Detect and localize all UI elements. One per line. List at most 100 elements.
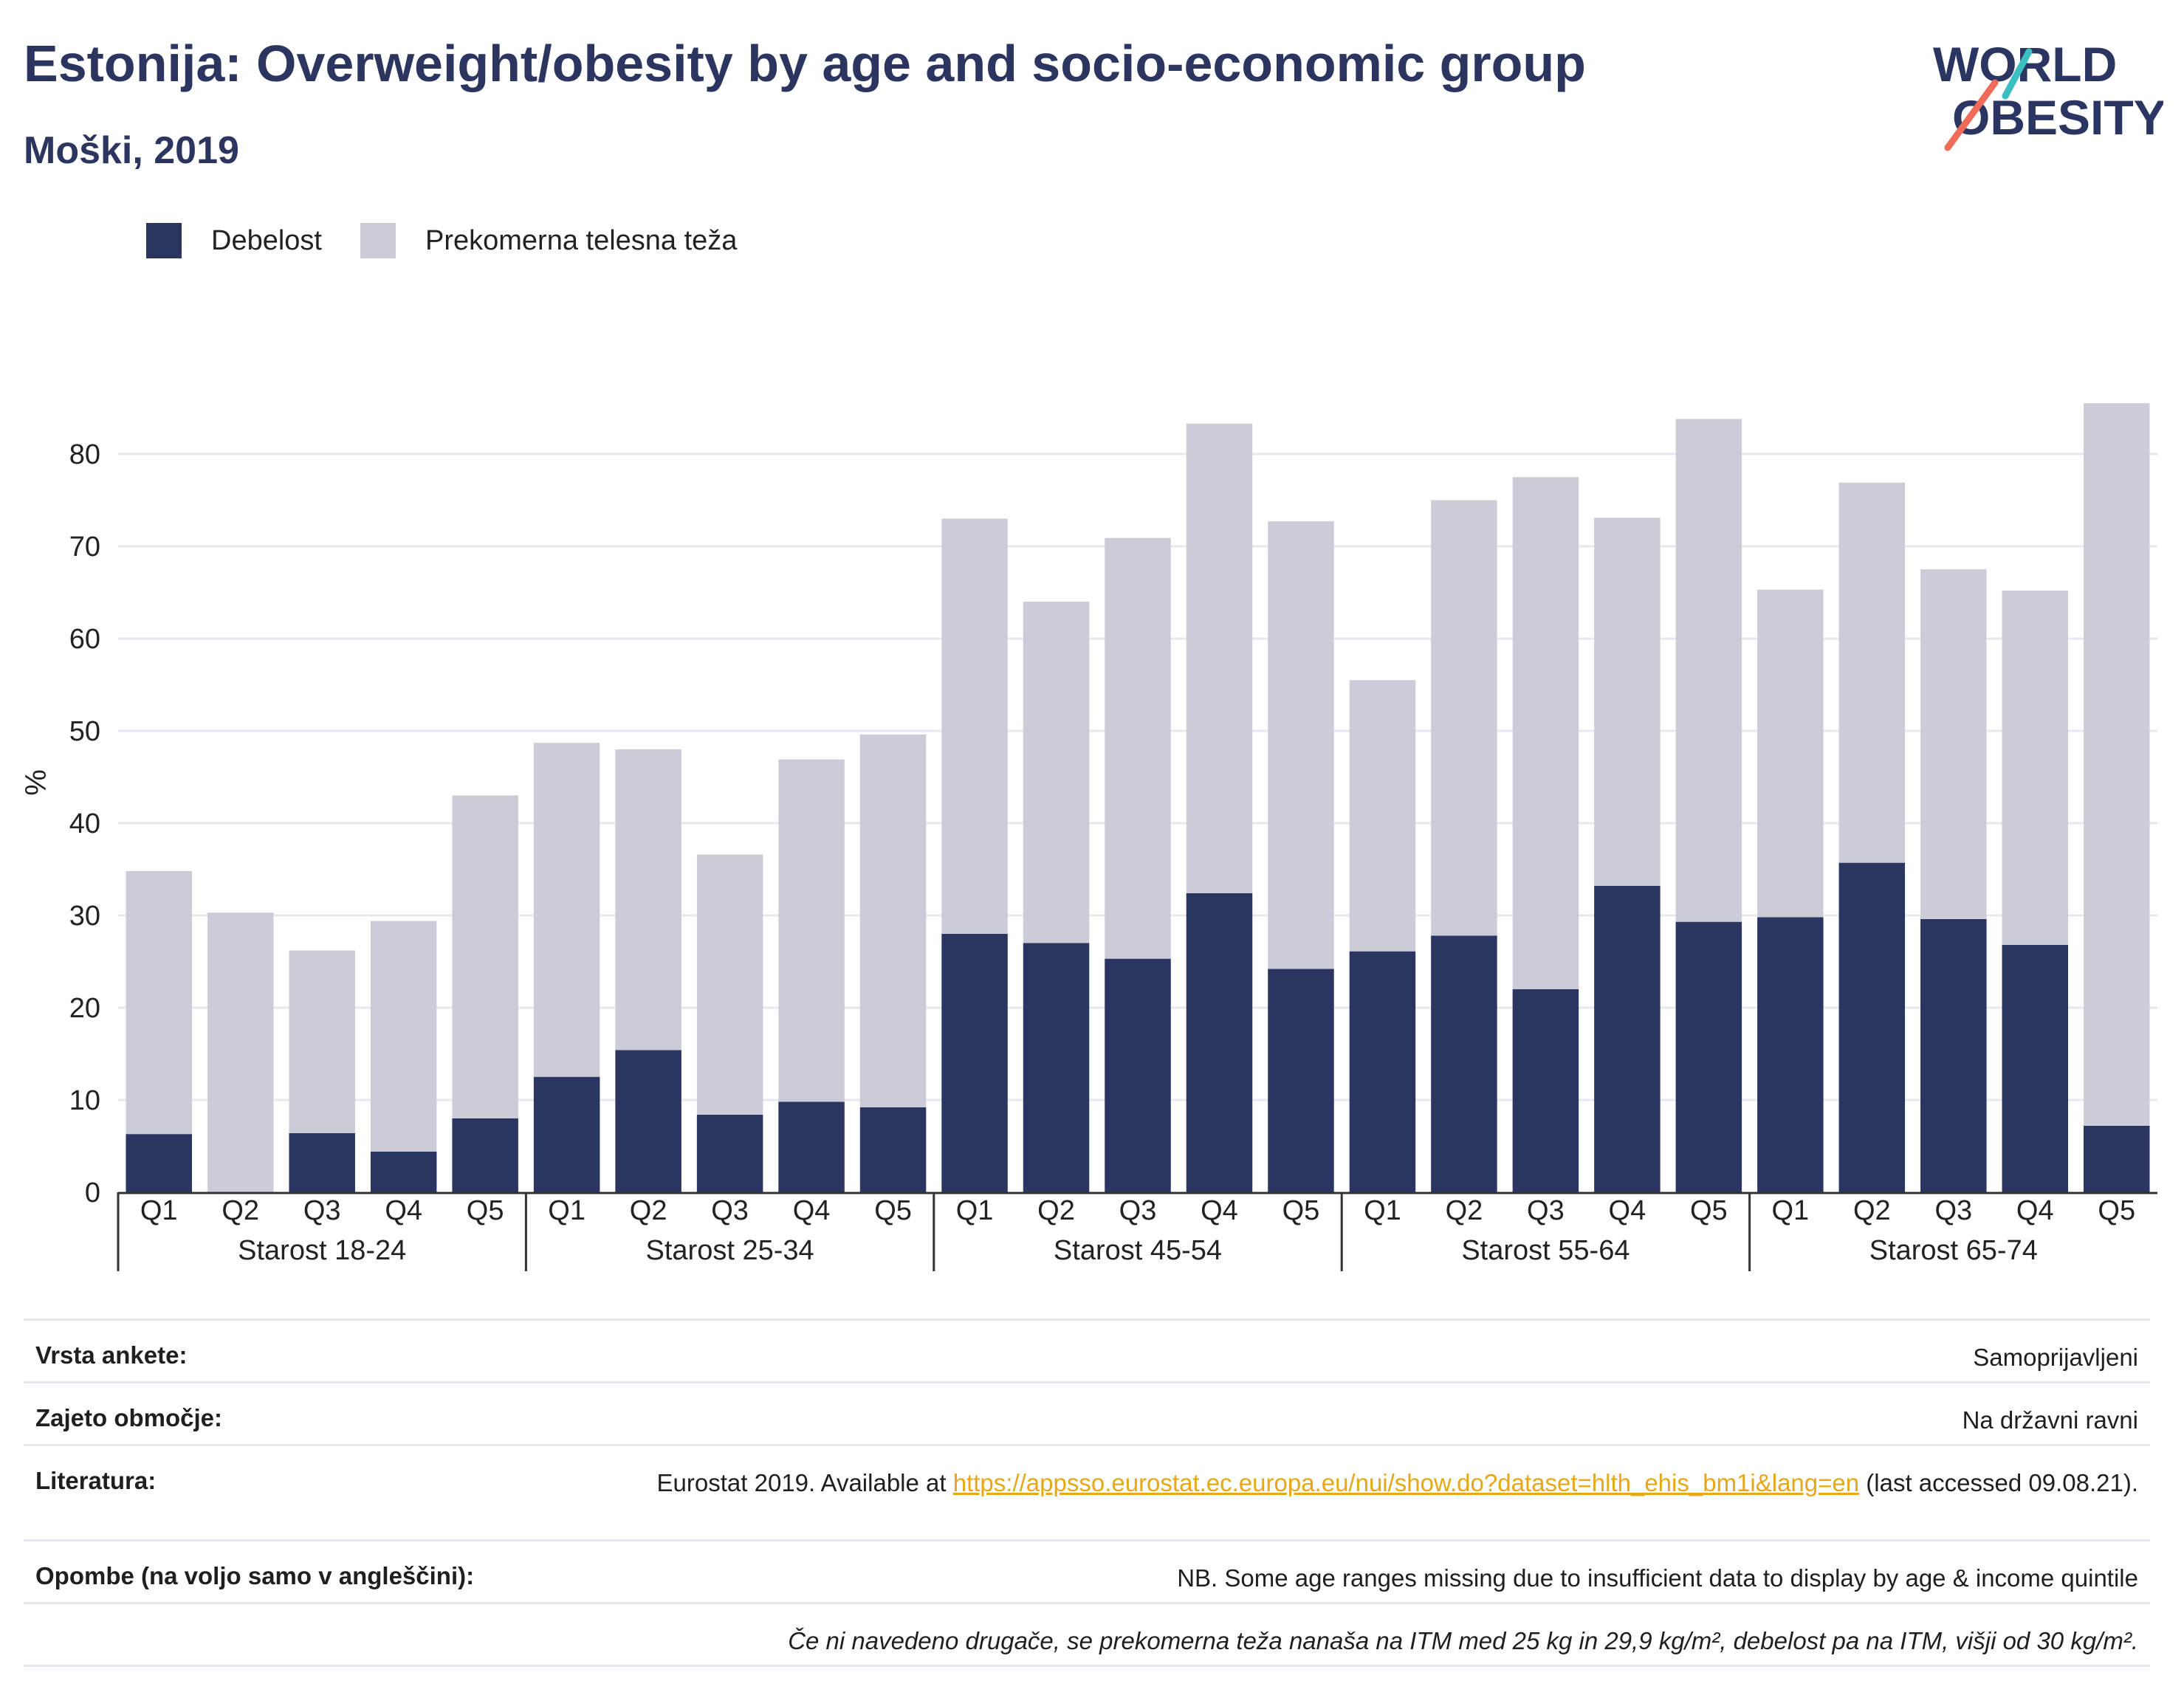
- bar-overweight-2-q1: [533, 743, 600, 1077]
- definition-note: Če ni navedeno drugače, se prekomerna te…: [788, 1627, 2138, 1654]
- bar-obesity-2-q1: [533, 1076, 600, 1192]
- bar-obesity-5-q1: [1757, 917, 1824, 1192]
- bar-overweight-4-q5: [1675, 419, 1742, 922]
- bar-overweight-5-q3: [1920, 569, 1987, 919]
- x-tick-label: Q5: [1690, 1195, 1728, 1226]
- y-tick-label: 30: [69, 901, 100, 932]
- bar-obesity-2-q2: [615, 1050, 681, 1192]
- bar-obesity-3-q5: [1268, 969, 1334, 1192]
- bar-obesity-5-q5: [2084, 1126, 2150, 1192]
- x-tick-label: Q2: [222, 1195, 259, 1226]
- bar-overweight-3-q3: [1105, 537, 1171, 959]
- bar-overweight-5-q5: [2084, 403, 2150, 1126]
- legend-swatch-obesity: [146, 223, 182, 258]
- notes-label: Opombe (na voljo samo v angleščini):: [35, 1562, 475, 1589]
- bar-obesity-3-q1: [941, 934, 1008, 1192]
- x-tick-label: Q4: [1609, 1195, 1646, 1226]
- world-obesity-logo: WORLD OBESITY: [1927, 22, 2166, 155]
- x-tick-label: Q1: [140, 1195, 178, 1226]
- survey-type-value: Samoprijavljeni: [1973, 1344, 2138, 1371]
- y-tick-label: 50: [69, 716, 100, 747]
- bar-obesity-4-q4: [1594, 886, 1661, 1192]
- y-tick-label: 0: [85, 1177, 100, 1208]
- bar-overweight-2-q5: [859, 735, 927, 1107]
- x-tick-label: Q1: [548, 1195, 586, 1226]
- y-tick-label: 70: [69, 532, 100, 563]
- logo-teal-slash: [2002, 48, 2033, 100]
- coverage-label: Zajeto območje:: [35, 1404, 223, 1431]
- literature-prefix: Eurostat 2019. Available at: [656, 1469, 953, 1496]
- x-tick-label: Q4: [1201, 1195, 1238, 1226]
- bar-overweight-5-q1: [1757, 589, 1824, 918]
- notes-value: NB. Some age ranges missing due to insuf…: [1177, 1564, 2138, 1592]
- group-label: Starost 65-74: [1869, 1235, 2038, 1266]
- x-tick-label: Q4: [2016, 1195, 2054, 1226]
- chart-subtitle: Moški, 2019: [24, 129, 239, 172]
- bar-obesity-1-q4: [370, 1152, 437, 1192]
- bar-overweight-3-q4: [1186, 423, 1253, 893]
- x-tick-label: Q5: [1282, 1195, 1320, 1226]
- chart-title: Estonija: Overweight/obesity by age and …: [24, 35, 1586, 92]
- x-tick-label: Q3: [1527, 1195, 1565, 1226]
- bar-obesity-4-q2: [1431, 935, 1497, 1192]
- bar-overweight-1-q5: [452, 795, 518, 1118]
- bar-obesity-5-q3: [1920, 919, 1987, 1192]
- literature-suffix: (last accessed 09.08.21).: [1859, 1469, 2138, 1496]
- literature-value: Eurostat 2019. Available at https://apps…: [657, 1467, 2138, 1499]
- bar-obesity-5-q4: [2002, 945, 2069, 1192]
- bar-overweight-4-q4: [1594, 518, 1661, 886]
- bar-overweight-1-q4: [370, 921, 437, 1152]
- y-tick-label: 60: [69, 624, 100, 655]
- survey-type-label: Vrsta ankete:: [35, 1341, 188, 1369]
- x-tick-label: Q1: [956, 1195, 994, 1226]
- legend-label-obesity: Debelost: [211, 224, 322, 256]
- bar-overweight-5-q4: [2002, 591, 2069, 945]
- bar-obesity-2-q4: [778, 1101, 845, 1192]
- bar-overweight-1-q1: [126, 871, 192, 1135]
- info-row-definition: Če ni navedeno drugače, se prekomerna te…: [24, 1602, 2150, 1667]
- legend: Debelost Prekomerna telesna teža: [146, 219, 775, 263]
- coverage-value: Na državni ravni: [1962, 1406, 2138, 1434]
- x-tick-label: Q2: [630, 1195, 667, 1226]
- bar-overweight-5-q2: [1838, 482, 1906, 863]
- x-tick-label: Q2: [1446, 1195, 1483, 1226]
- bar-obesity-4-q1: [1349, 951, 1416, 1192]
- stacked-bar-chart: 0 10 20 30 40 50 60 70 80% Q1 Q2 Q3 Q4 Q5 Starost 18-2…: [20, 403, 2157, 1271]
- bar-obesity-1-q3: [289, 1133, 355, 1192]
- group-label: Starost 45-54: [1054, 1235, 1222, 1266]
- literature-label: Literatura:: [35, 1467, 157, 1494]
- x-tick-label: Q5: [467, 1195, 504, 1226]
- bar-obesity-5-q2: [1838, 862, 1906, 1192]
- x-tick-label: Q4: [385, 1195, 422, 1226]
- bar-overweight-1-q3: [289, 950, 355, 1133]
- legend-item-overweight: Prekomerna telesna teža: [360, 223, 737, 258]
- bar-overweight-2-q3: [696, 854, 763, 1115]
- group-label: Starost 18-24: [238, 1235, 406, 1266]
- bar-overweight-4-q2: [1431, 500, 1497, 936]
- x-tick-label: Q3: [711, 1195, 749, 1226]
- bar-obesity-1-q5: [452, 1118, 518, 1192]
- x-tick-label: Q1: [1364, 1195, 1401, 1226]
- x-tick-label: Q5: [2098, 1195, 2135, 1226]
- x-tick-label: Q3: [1119, 1195, 1157, 1226]
- bar-obesity-2-q5: [859, 1107, 927, 1192]
- y-tick-label: 40: [69, 808, 100, 839]
- x-tick-label: Q3: [1934, 1195, 1972, 1226]
- group-label: Starost 25-34: [646, 1235, 814, 1266]
- x-tick-label: Q2: [1853, 1195, 1891, 1226]
- legend-item-obesity: Debelost: [146, 223, 322, 258]
- bar-overweight-2-q2: [615, 749, 681, 1051]
- info-row-notes: Opombe (na voljo samo v angleščini): NB.…: [24, 1539, 2150, 1602]
- bar-obesity-3-q4: [1186, 893, 1253, 1192]
- info-row-survey-type: Vrsta ankete: Samoprijavljeni: [24, 1318, 2150, 1381]
- bar-obesity-2-q3: [696, 1115, 763, 1192]
- info-table: Vrsta ankete: Samoprijavljeni Zajeto obm…: [24, 1318, 2150, 1667]
- bar-overweight-4-q1: [1349, 680, 1416, 952]
- x-tick-label: Q4: [793, 1195, 831, 1226]
- group-label: Starost 55-64: [1461, 1235, 1630, 1266]
- y-tick-label: 80: [69, 439, 100, 470]
- bar-overweight-3-q2: [1023, 602, 1090, 943]
- literature-link[interactable]: https://appsso.eurostat.ec.europa.eu/nui…: [952, 1469, 1860, 1496]
- y-tick-label: 20: [69, 993, 100, 1024]
- bar-obesity-4-q3: [1512, 989, 1579, 1192]
